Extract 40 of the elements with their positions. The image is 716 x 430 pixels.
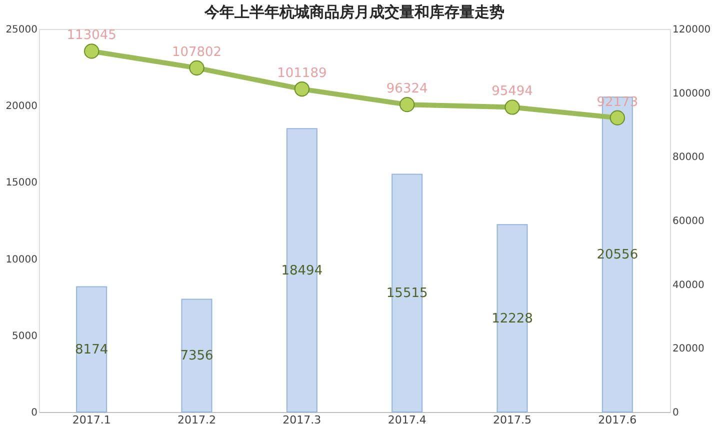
- y2-tick-label: 60000: [672, 216, 704, 227]
- point: [504, 100, 520, 115]
- data-label: 8174: [75, 342, 108, 358]
- chart-title: 今年上半年杭城商品房月成交量和库存量走势: [204, 3, 504, 21]
- y-tick-label: 25000: [6, 24, 38, 36]
- y2-tick-label: 100000: [672, 88, 711, 100]
- point: [610, 110, 625, 126]
- y-tick-label: 20000: [6, 101, 38, 112]
- point: [84, 44, 100, 59]
- x-tick-label: 2017.6: [598, 414, 637, 426]
- data-label: 96324: [386, 82, 428, 97]
- point: [400, 97, 415, 112]
- x-tick-label: 2017.2: [178, 414, 216, 426]
- point: [294, 81, 310, 97]
- data-label: 12228: [492, 311, 533, 326]
- bar: [181, 298, 212, 412]
- point: [189, 60, 204, 76]
- x-tick-label: 2017.5: [493, 414, 532, 426]
- y-tick-label: 15000: [6, 178, 38, 189]
- x-tick-label: 2017.3: [282, 414, 322, 426]
- data-label: 18494: [281, 263, 323, 278]
- y-tick-label: 10000: [6, 254, 38, 266]
- y2-tick-label: 120000: [672, 24, 711, 36]
- data-label: 92173: [596, 94, 638, 110]
- data-label: 113045: [66, 28, 116, 44]
- data-label: 7356: [180, 348, 214, 364]
- data-label: 15515: [386, 286, 428, 302]
- x-tick-label: 2017.4: [388, 414, 426, 426]
- data-label: 101189: [277, 66, 327, 82]
- bar: [76, 286, 108, 412]
- y-tick-label: 0: [31, 408, 38, 418]
- y2-tick-label: 20000: [672, 344, 704, 355]
- y2-tick-label: 0: [672, 408, 679, 418]
- x-tick-label: 2017.1: [72, 414, 111, 426]
- y2-tick-label: 40000: [672, 280, 704, 291]
- data-label: 20556: [596, 248, 638, 263]
- y-tick-label: 5000: [12, 330, 38, 342]
- y2-tick-label: 80000: [672, 152, 704, 164]
- data-label: 107802: [172, 44, 222, 60]
- data-label: 95494: [492, 84, 533, 100]
